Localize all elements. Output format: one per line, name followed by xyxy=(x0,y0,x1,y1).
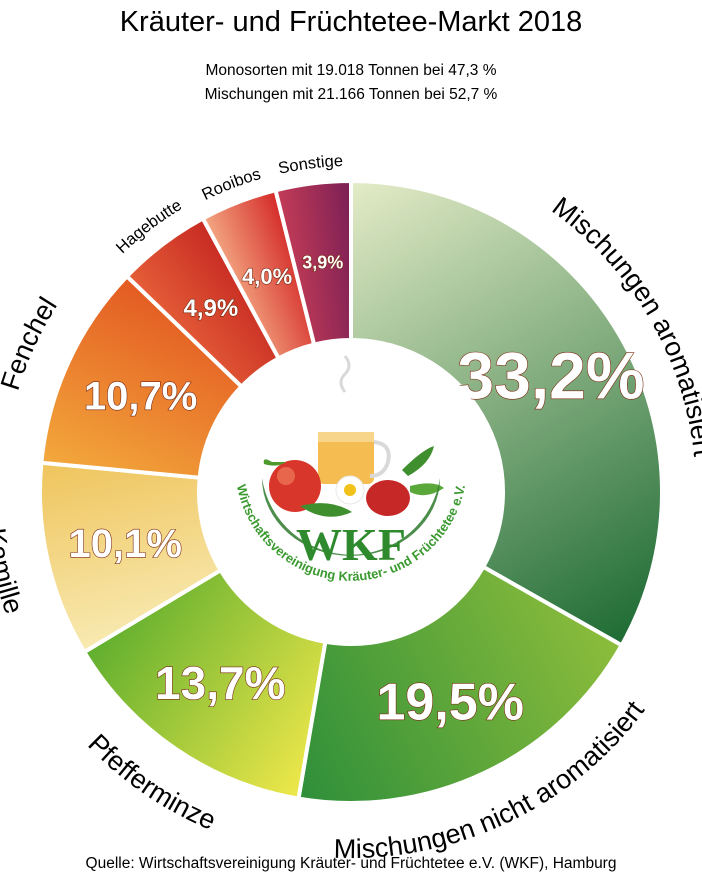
apple-icon xyxy=(263,459,321,512)
category-label-kamille: Kamille xyxy=(0,526,29,617)
logo-letters: WKF xyxy=(296,519,406,570)
percent-label-hagebutte: 4,9% xyxy=(183,295,238,322)
percent-label-mischungen-aromatisiert: 33,2% xyxy=(457,339,644,413)
subtitle-monosorten: Monosorten mit 19.018 Tonnen bei 47,3 % xyxy=(205,62,497,79)
slices-group xyxy=(38,178,664,805)
steam-icon xyxy=(339,355,351,393)
rosehip-icon xyxy=(366,446,444,516)
category-label-sonstige: Sonstige xyxy=(277,152,344,178)
subtitle-mischungen: Mischungen mit 21.166 Tonnen bei 52,7 % xyxy=(204,86,498,103)
percent-labels-group: 33,2% 19,5% 13,7% 10,1% 10,7% 4,9%4,0% 3,9% xyxy=(68,252,645,732)
leaf-icon xyxy=(300,503,352,517)
chart-title: Kräuter- und Früchtetee-Markt 2018 xyxy=(119,6,583,38)
chamomile-icon xyxy=(335,475,365,505)
tea-cup-icon xyxy=(318,432,391,484)
category-label-fenchel: Fenchel xyxy=(0,292,63,394)
percent-label-mischungen-nicht-aromatisiert: 19,5% xyxy=(376,673,523,731)
wkf-logo: Wirtschaftsvereinigung Kräuter- und Früc… xyxy=(199,340,503,644)
source-note: Quelle: Wirtschaftsvereinigung Kräuter- … xyxy=(85,855,617,872)
percent-label-pfefferminze: 13,7% xyxy=(155,657,285,709)
percent-label-fenchel: 10,7% xyxy=(84,374,197,418)
percent-label-rooibos: 4,0% xyxy=(242,264,292,289)
percent-label-kamille: 10,1% xyxy=(69,522,182,566)
percent-label-sonstige: 3,9% xyxy=(302,253,343,273)
